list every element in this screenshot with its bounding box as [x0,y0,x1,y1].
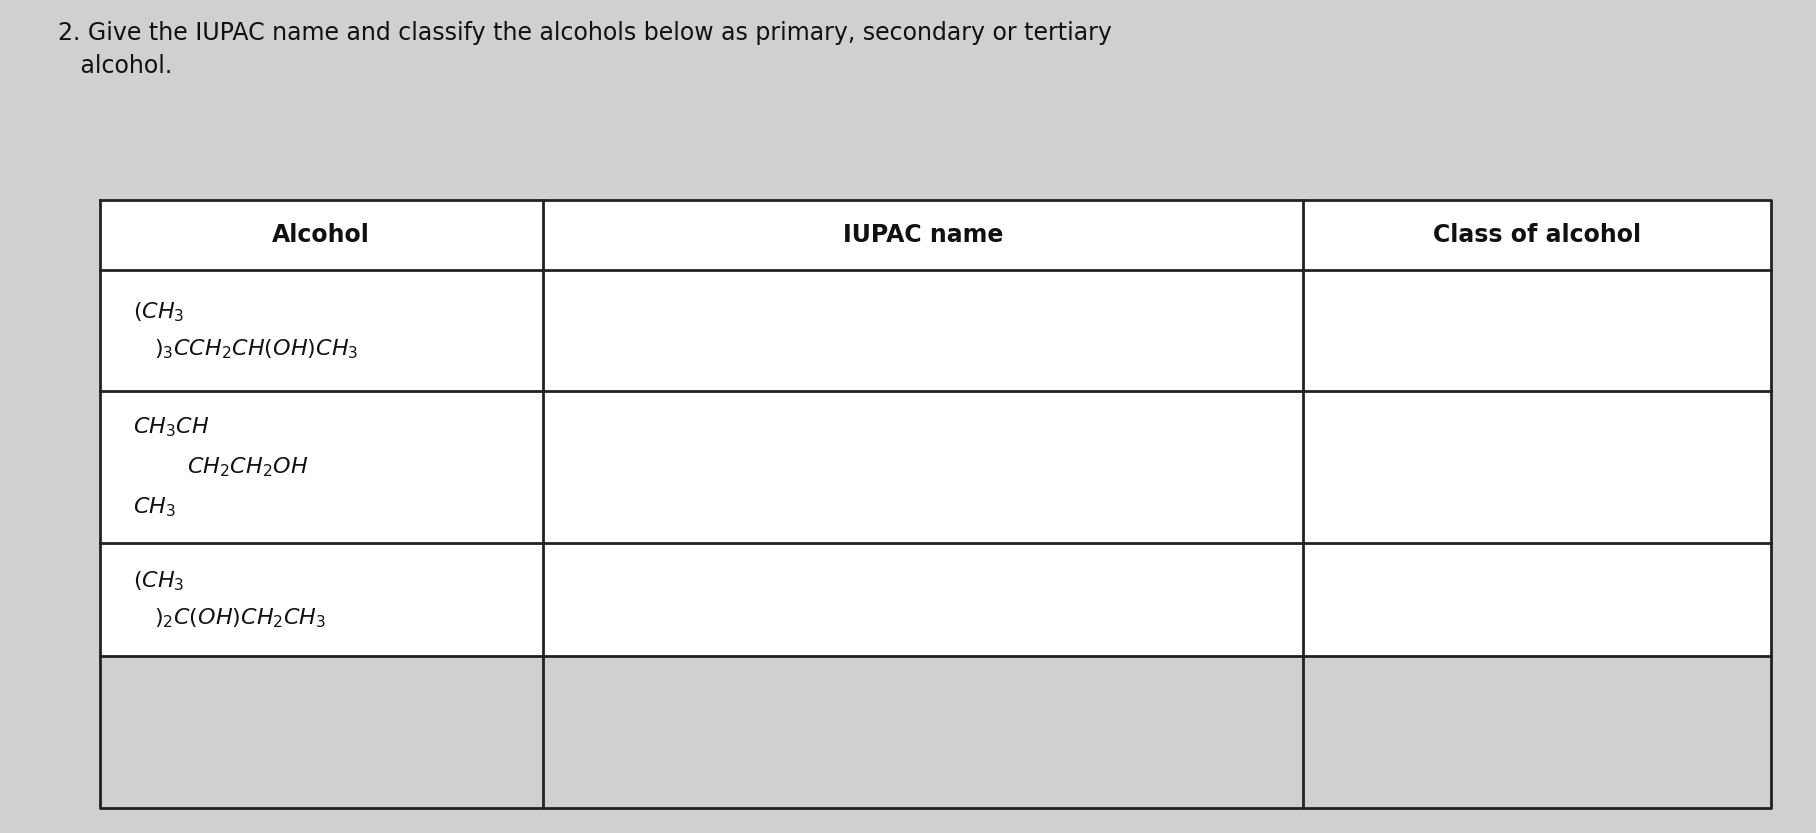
Text: Alcohol: Alcohol [272,223,370,247]
Bar [543,392,1302,543]
Bar [100,392,543,543]
Bar [543,270,1302,392]
Text: IUPAC name: IUPAC name [843,223,1002,247]
Bar [1302,200,1771,270]
Bar [1302,270,1771,392]
Bar [100,270,543,392]
Bar [543,200,1302,270]
Text: alcohol.: alcohol. [58,54,173,78]
Text: Class of alcohol: Class of alcohol [1433,223,1642,247]
Text: $CH_3CH$: $CH_3CH$ [133,416,209,439]
Text: $CH_2CH_2OH$: $CH_2CH_2OH$ [187,456,309,479]
Bar [100,200,543,270]
Text: $CH_3$: $CH_3$ [133,496,176,519]
Text: $)_3CCH_2CH(OH)CH_3$: $)_3CCH_2CH(OH)CH_3$ [154,337,360,361]
Bar [543,543,1302,656]
Bar [100,543,543,656]
Text: $(CH_3$: $(CH_3$ [133,570,183,593]
Bar [1302,543,1771,656]
Text: 2. Give the IUPAC name and classify the alcohols below as primary, secondary or : 2. Give the IUPAC name and classify the … [58,21,1111,45]
Bar [1302,392,1771,543]
Text: $(CH_3$: $(CH_3$ [133,301,183,324]
Text: $)_2C(OH)CH_2CH_3$: $)_2C(OH)CH_2CH_3$ [154,606,327,630]
